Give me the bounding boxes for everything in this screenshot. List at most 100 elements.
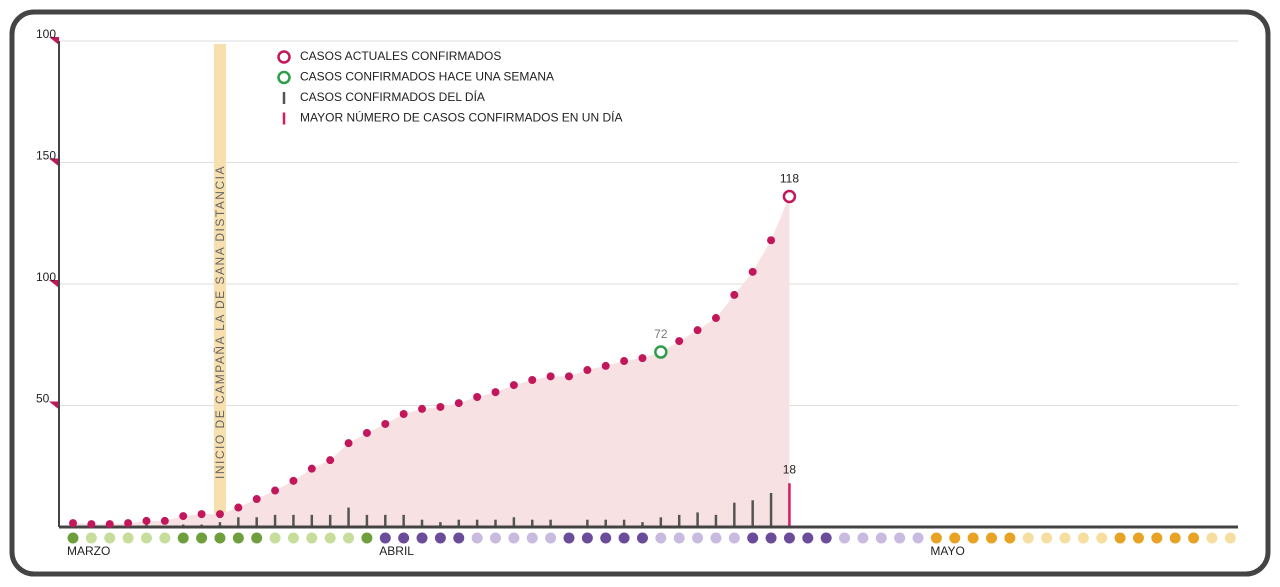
day-dot: [820, 532, 832, 544]
legend-label: CASOS CONFIRMADOS HACE UNA SEMANA: [300, 70, 554, 84]
y-tick-label: 50: [36, 392, 50, 406]
day-dot: [783, 532, 795, 544]
case-point: [528, 375, 537, 384]
case-point: [546, 372, 555, 381]
case-point: [638, 354, 647, 363]
y-tick-mark: [49, 280, 59, 288]
x-tick-label: ABRIL: [379, 544, 414, 558]
day-dot: [490, 532, 502, 544]
legend-marker: [277, 50, 291, 64]
case-point: [620, 357, 629, 366]
day-dot: [600, 532, 612, 544]
day-dot: [710, 532, 722, 544]
case-point: [473, 392, 482, 401]
y-tick-label: 150: [36, 149, 56, 163]
day-dot: [1041, 532, 1053, 544]
case-point: [381, 419, 390, 428]
day-dot: [1114, 532, 1126, 544]
case-point: [344, 439, 353, 448]
day-dot: [839, 532, 851, 544]
day-dot: [802, 532, 814, 544]
case-point: [418, 404, 427, 413]
daily-value-label: 18: [783, 462, 797, 476]
day-dot: [1188, 532, 1200, 544]
frame: [9, 9, 1271, 577]
day-dot: [1132, 532, 1144, 544]
day-dot: [343, 532, 355, 544]
case-point: [730, 290, 739, 299]
case-point: [675, 337, 684, 346]
day-dot: [1169, 532, 1181, 544]
campaign-band: [213, 44, 226, 527]
y-tick-mark: [49, 158, 59, 167]
day-dot: [1224, 532, 1236, 544]
day-dot: [196, 532, 208, 544]
day-dot: [526, 532, 538, 544]
day-dot: [361, 532, 373, 544]
day-dot: [251, 532, 263, 544]
day-dot: [85, 532, 97, 544]
day-dot: [159, 532, 171, 544]
case-point: [179, 512, 188, 521]
day-dot: [122, 532, 134, 544]
day-dot: [214, 532, 226, 544]
case-point: [307, 464, 316, 473]
day-dot: [1077, 532, 1089, 544]
case-point: [197, 510, 206, 519]
case-point: [87, 520, 96, 529]
legend-label: CASOS ACTUALES CONFIRMADOS: [300, 49, 501, 63]
case-point: [289, 476, 298, 485]
cases-area: [73, 196, 790, 527]
day-dot: [655, 532, 667, 544]
day-dot: [930, 532, 942, 544]
day-dot: [398, 532, 410, 544]
day-dot: [857, 532, 869, 544]
case-point: [436, 402, 445, 411]
day-dot: [287, 532, 299, 544]
legend-label: CASOS CONFIRMADOS DEL DÍA: [300, 89, 485, 104]
case-point: [583, 366, 592, 375]
day-dot: [232, 532, 244, 544]
day-dot: [306, 532, 318, 544]
day-dot: [1059, 532, 1071, 544]
case-point: [454, 399, 463, 408]
x-tick-label: MAYO: [930, 544, 964, 558]
day-dot: [453, 532, 465, 544]
case-point: [399, 410, 408, 419]
day-dot: [434, 532, 446, 544]
case-point: [564, 372, 573, 381]
day-dot: [177, 532, 189, 544]
case-point: [69, 519, 77, 528]
day-dot: [471, 532, 483, 544]
current-label: 118: [780, 172, 799, 186]
campaign-label: INICIO DE CAMPAÑA LA DE SANA DISTANCIA: [213, 165, 227, 479]
day-dot: [692, 532, 704, 544]
case-point: [509, 381, 518, 390]
day-dot: [545, 532, 557, 544]
day-dot: [894, 532, 906, 544]
day-dot: [1022, 532, 1034, 544]
day-dot: [949, 532, 961, 544]
case-point: [748, 267, 757, 276]
day-dot: [1206, 532, 1218, 544]
case-point: [160, 516, 169, 525]
day-dot: [765, 532, 777, 544]
day-dot: [912, 532, 924, 544]
day-dot: [508, 532, 520, 544]
day-dot: [747, 532, 759, 544]
y-tick-label: 100: [36, 27, 56, 41]
day-dot: [104, 532, 116, 544]
case-point: [252, 495, 261, 504]
case-point: [326, 456, 335, 465]
day-dot: [563, 532, 575, 544]
case-point: [105, 520, 114, 529]
day-dot: [1096, 532, 1108, 544]
week-ago-point: [654, 345, 668, 359]
day-dot: [1004, 532, 1016, 544]
day-dot: [67, 532, 79, 544]
y-tick-label: 100: [36, 270, 56, 284]
day-dot: [673, 532, 685, 544]
day-dot: [1151, 532, 1163, 544]
